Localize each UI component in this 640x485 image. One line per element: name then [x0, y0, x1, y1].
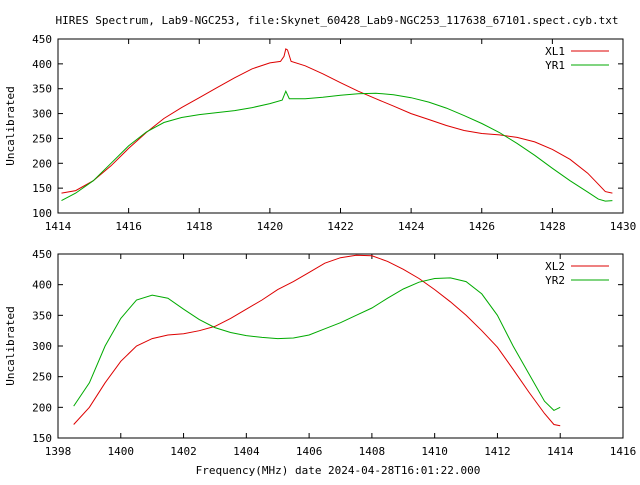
plot-frame [57, 253, 624, 439]
x-tick-label: 1428 [539, 220, 566, 233]
x-tick-label: 1416 [610, 445, 637, 458]
y-tick-label: 450 [32, 248, 52, 261]
y-tick-label: 100 [32, 207, 52, 220]
y-axis-label: Uncalibrated [4, 86, 17, 165]
y-tick-label: 400 [32, 58, 52, 71]
legend-label: XL1 [545, 45, 565, 58]
x-tick-label: 1414 [547, 445, 574, 458]
series-line-yr1 [61, 89, 613, 202]
x-axis-label: Frequency(MHz) date 2024-04-28T16:01:22.… [196, 464, 481, 477]
x-tick-label: 1398 [45, 445, 72, 458]
x-tick-label: 1406 [296, 445, 323, 458]
series-line-yr2 [73, 277, 561, 412]
legend-label: YR1 [545, 59, 565, 72]
y-tick-label: 350 [32, 309, 52, 322]
x-tick-label: 1404 [233, 445, 260, 458]
y-tick-label: 200 [32, 157, 52, 170]
chart-title: HIRES Spectrum, Lab9-NGC253, file:Skynet… [56, 14, 619, 27]
y-tick-label: 150 [32, 182, 52, 195]
x-tick-label: 1408 [359, 445, 386, 458]
y-tick-label: 250 [32, 371, 52, 384]
y-tick-label: 400 [32, 279, 52, 292]
x-tick-label: 1416 [115, 220, 142, 233]
legend-label: YR2 [545, 274, 565, 287]
x-tick-label: 1424 [398, 220, 425, 233]
x-tick-label: 1426 [469, 220, 496, 233]
x-tick-label: 1422 [327, 220, 354, 233]
y-tick-label: 350 [32, 83, 52, 96]
x-tick-label: 1418 [186, 220, 213, 233]
series-line-xl1 [61, 48, 613, 194]
y-tick-label: 150 [32, 432, 52, 445]
plot-top: 1414 1416 1418 1420 1422 1424 1426 1428 1430 100 1… [4, 33, 636, 233]
x-tick-label: 1402 [170, 445, 197, 458]
plot-bottom: 1398 1400 1402 1404 1406 1408 1410 1412 1414 1416… [4, 248, 636, 458]
x-tick-label: 1412 [484, 445, 511, 458]
y-tick-label: 300 [32, 340, 52, 353]
x-tick-label: 1414 [45, 220, 72, 233]
x-tick-label: 1410 [421, 445, 448, 458]
x-tick-label: 1430 [610, 220, 637, 233]
y-tick-label: 300 [32, 108, 52, 121]
legend-label: XL2 [545, 260, 565, 273]
y-tick-label: 200 [32, 401, 52, 414]
plot-frame [57, 38, 624, 214]
series-line-xl2 [73, 254, 561, 427]
y-tick-label: 250 [32, 132, 52, 145]
y-tick-label: 450 [32, 33, 52, 46]
x-tick-label: 1420 [257, 220, 284, 233]
x-tick-label: 1400 [108, 445, 135, 458]
y-axis-label: Uncalibrated [4, 306, 17, 385]
